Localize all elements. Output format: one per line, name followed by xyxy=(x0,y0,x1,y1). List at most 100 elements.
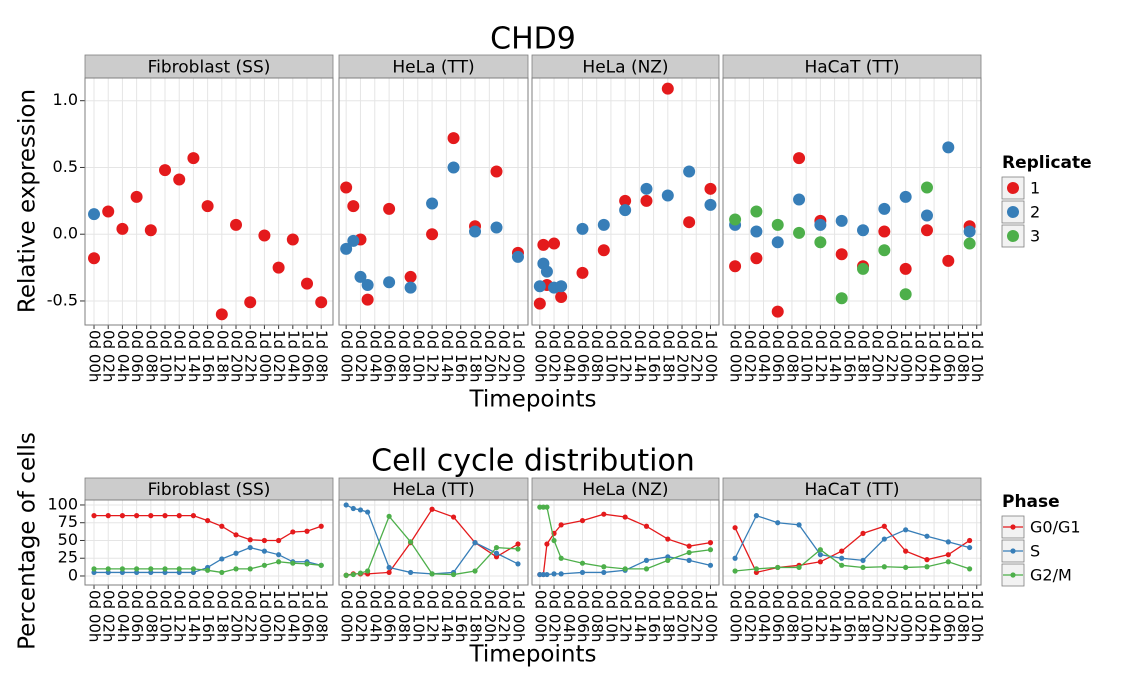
x-tick-label: 1d 00h xyxy=(702,590,720,642)
data-point xyxy=(159,164,172,177)
data-point xyxy=(343,502,349,508)
data-point xyxy=(357,570,364,576)
x-tick-label: 0d 04h xyxy=(560,330,578,382)
data-point xyxy=(750,205,763,218)
y-tick-label: 75 xyxy=(58,512,78,531)
x-tick-label: 0d 12h xyxy=(424,590,442,642)
chart-title: Cell cycle distribution xyxy=(371,444,695,479)
x-tick-label: 1d 00h xyxy=(256,330,274,382)
data-point xyxy=(704,182,717,195)
x-tick-label: 1d 04h xyxy=(284,330,302,382)
data-point xyxy=(753,513,760,519)
legend-title: Phase xyxy=(1002,492,1060,512)
data-point xyxy=(429,506,435,512)
data-point xyxy=(91,513,97,519)
x-tick-label: 1d 10h xyxy=(968,590,986,642)
data-point xyxy=(447,161,460,174)
data-point xyxy=(665,536,671,542)
data-point xyxy=(276,559,282,565)
x-tick-label: 0d 06h xyxy=(381,330,399,382)
x-tick-label: 1d 00h xyxy=(897,590,915,642)
data-point xyxy=(661,82,674,95)
x-tick-label: 0d 20h xyxy=(674,330,692,382)
data-point xyxy=(407,539,414,545)
strip-label: HeLa (TT) xyxy=(392,480,474,500)
data-point xyxy=(881,523,887,529)
data-point xyxy=(450,571,457,578)
x-tick-label: 0d 04h xyxy=(366,330,384,382)
data-point xyxy=(537,238,550,251)
data-point xyxy=(162,566,168,572)
strip-label: Fibroblast (SS) xyxy=(148,58,271,78)
x-tick-label: 1d 10h xyxy=(968,330,986,382)
data-point xyxy=(750,252,763,265)
data-point xyxy=(511,250,524,263)
data-point xyxy=(515,546,521,552)
data-point xyxy=(924,557,930,563)
legend-marker xyxy=(1010,548,1016,554)
data-point xyxy=(945,552,951,558)
data-point xyxy=(447,132,460,145)
x-tick-label: 0d 10h xyxy=(409,330,427,382)
x-tick-label: 0d 16h xyxy=(199,330,217,382)
data-point xyxy=(347,200,360,213)
data-point xyxy=(304,528,310,534)
data-point xyxy=(301,277,314,290)
x-tick-label: 0d 02h xyxy=(741,330,759,382)
x-tick-label: 0d 16h xyxy=(645,590,663,642)
x-tick-label: 1d 02h xyxy=(911,590,929,642)
legend-label: G2/M xyxy=(1030,566,1072,585)
data-point xyxy=(775,564,781,571)
data-point xyxy=(665,557,671,563)
data-point xyxy=(963,237,976,250)
x-tick-label: 1d 08h xyxy=(313,330,331,382)
data-point xyxy=(903,527,909,533)
panel-border xyxy=(531,499,720,586)
x-tick-label: 1d 06h xyxy=(299,330,317,382)
x-tick-label: 1d 06h xyxy=(940,330,958,382)
data-point xyxy=(144,224,157,237)
x-tick-label: 1d 02h xyxy=(270,590,288,642)
x-tick-label: 0d 00h xyxy=(727,330,745,382)
data-point xyxy=(116,222,129,235)
data-point xyxy=(469,225,482,238)
x-tick-label: 0d 06h xyxy=(769,590,787,642)
x-tick-label: 0d 18h xyxy=(467,330,485,382)
data-point xyxy=(515,541,521,547)
data-point xyxy=(839,548,845,554)
x-tick-label: 0d 22h xyxy=(883,590,901,642)
x-tick-label: 0d 18h xyxy=(467,590,485,642)
data-point xyxy=(540,504,546,510)
data-point xyxy=(860,557,866,563)
data-point xyxy=(91,566,97,572)
data-point xyxy=(920,209,933,222)
x-tick-label: 0d 22h xyxy=(495,590,513,642)
x-tick-label: 0d 12h xyxy=(171,330,189,382)
y-tick-label: 0.5 xyxy=(53,157,78,176)
data-point xyxy=(945,559,951,565)
strip-label: HeLa (NZ) xyxy=(582,58,668,78)
data-point xyxy=(493,550,500,556)
x-tick-label: 0d 06h xyxy=(381,590,399,642)
panel-border xyxy=(84,77,334,326)
x-tick-label: 0d 12h xyxy=(424,330,442,382)
data-point xyxy=(920,181,933,194)
data-point xyxy=(490,165,503,178)
data-point xyxy=(247,544,253,551)
panel xyxy=(723,78,981,325)
data-point xyxy=(386,564,392,571)
data-point xyxy=(796,564,802,571)
data-point xyxy=(365,568,371,574)
x-tick-label: 0d 10h xyxy=(602,590,620,642)
data-point xyxy=(817,547,823,553)
data-point xyxy=(899,262,912,275)
data-point xyxy=(857,262,870,275)
x-tick-label: 0d 20h xyxy=(481,590,499,642)
data-point xyxy=(881,536,887,542)
x-tick-label: 0d 22h xyxy=(242,590,260,642)
data-point xyxy=(835,248,848,261)
data-point xyxy=(276,552,282,558)
x-tick-label: 1d 06h xyxy=(940,590,958,642)
x-tick-label: 0d 18h xyxy=(659,330,677,382)
